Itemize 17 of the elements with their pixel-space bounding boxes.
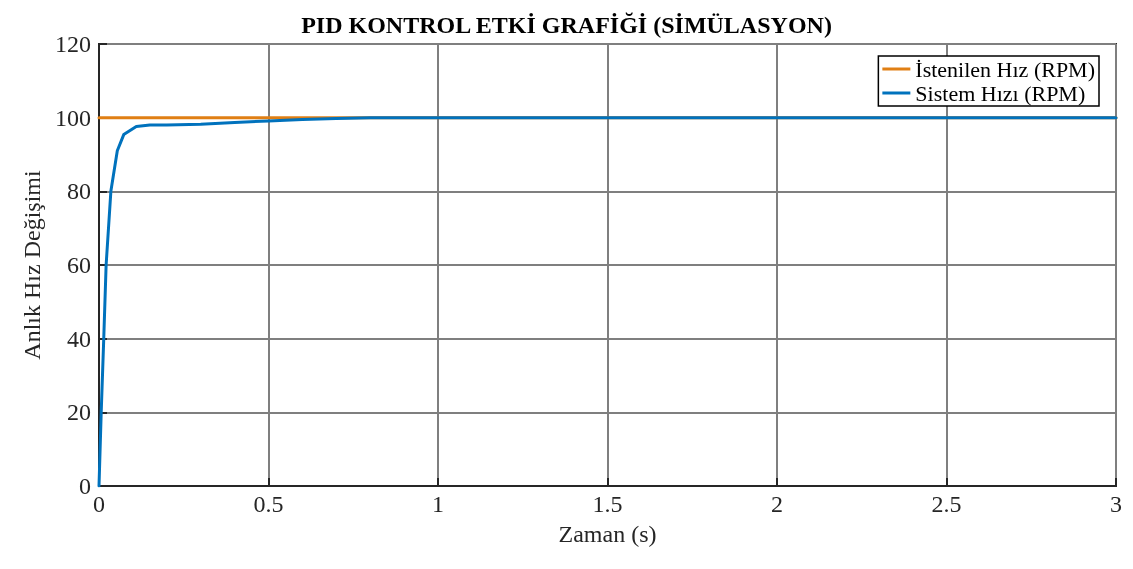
y-tick-label: 20 [67,399,91,426]
x-tick-label: 1.5 [592,491,623,517]
chart-title: PID KONTROL ETKİ GRAFİĞİ (SİMÜLASYON) [301,12,832,38]
x-axis-title: Zaman (s) [558,521,657,547]
x-tick-label: 2 [771,491,783,517]
x-tick-label: 2.5 [931,491,962,517]
y-tick-label: 100 [55,104,91,131]
x-tick-label: 0.5 [253,491,284,517]
y-axis-title: Anlık Hız Değişimi [19,170,46,360]
legend-label: İstenilen Hız (RPM) [915,56,1096,82]
y-tick-label: 120 [55,31,91,57]
x-tick-label: 3 [1110,491,1122,517]
y-tick-label: 0 [79,473,91,499]
y-tick-label: 80 [67,178,91,205]
y-tick-label: 40 [67,325,91,352]
x-tick-label: 1 [432,491,444,517]
y-tick-label: 60 [67,252,91,278]
